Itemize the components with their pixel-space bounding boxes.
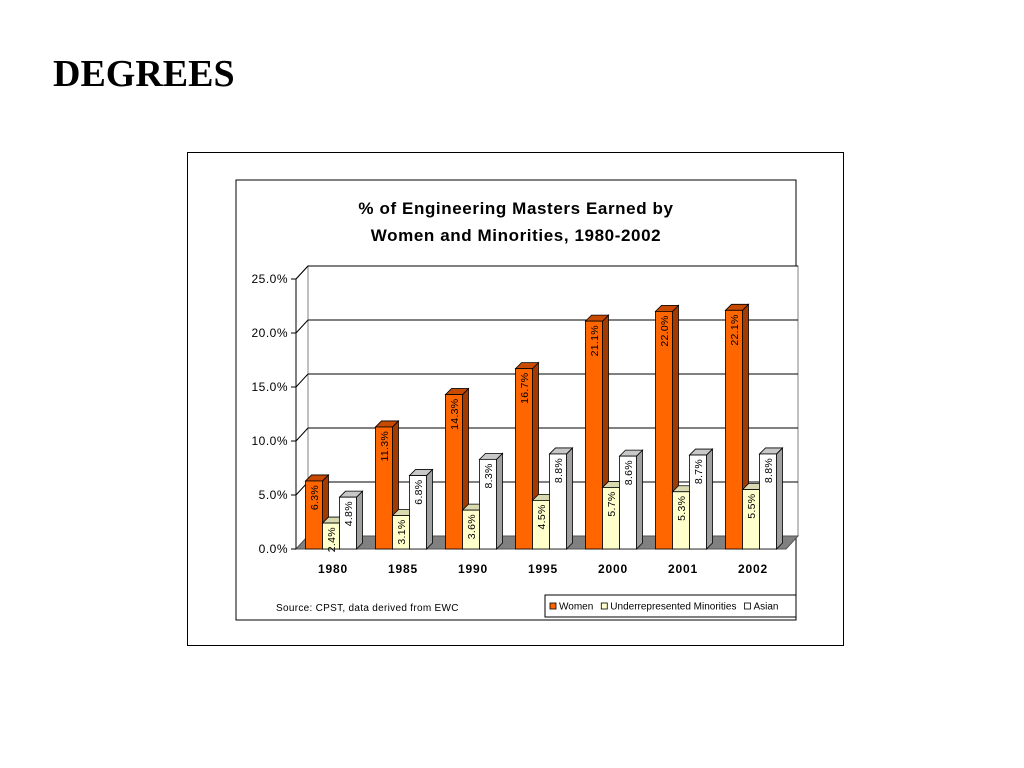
data-label: 5.3% [676,496,688,521]
bar [549,453,567,550]
x-tick-label: 2001 [668,562,698,576]
data-label: 16.7% [519,373,531,404]
data-label: 4.5% [536,504,548,529]
data-label: 21.1% [589,325,601,356]
x-tick-label: 2002 [738,562,768,576]
bar-side [636,449,643,550]
chart-title-line-2: Women and Minorities, 1980-2002 [371,226,661,245]
data-label: 11.3% [379,431,391,462]
data-label: 22.1% [729,314,741,345]
bar [725,309,743,550]
y-tick-label: 0.0% [259,542,288,556]
bar [585,320,603,550]
data-label: 2.4% [326,527,338,552]
x-tick-label: 2000 [598,562,628,576]
y-tick-label: 25.0% [251,272,288,286]
bar [305,480,323,550]
y-tick-label: 20.0% [251,326,288,340]
legend-swatch [600,602,608,610]
bar [409,475,427,550]
data-label: 5.7% [606,491,618,516]
legend-label: Asian [753,602,778,613]
bar [339,496,357,550]
bar [515,368,533,550]
legend: Women Underrepresented Minorities Asian [544,594,797,618]
bar [689,454,707,550]
y-tick-label: 10.0% [251,434,288,448]
chart-title-line-1: % of Engineering Masters Earned by [358,199,673,218]
data-label: 6.8% [413,480,425,505]
x-tick-label: 1980 [318,562,348,576]
legend-frame [544,594,797,618]
bar-side [356,490,363,550]
bar-side [496,452,503,550]
plot-area: 0.0% 5.0% 10.0% 15.0% 20.0% 25.0% 6.3% 2.4% 4.8%… [251,264,800,576]
data-label: 5.5% [746,494,758,519]
bar-side [706,448,713,550]
data-label: 3.1% [396,520,408,545]
bar [619,455,637,550]
legend-swatch [744,602,751,610]
gridline-side [295,427,309,442]
bar [375,426,393,550]
data-label: 8.8% [553,458,565,483]
data-label: 4.8% [343,501,355,526]
data-label: 14.3% [449,399,461,430]
x-tick-label: 1990 [458,562,488,576]
x-tick-label: 1985 [388,562,418,576]
data-label: 8.7% [693,459,705,484]
data-label: 6.3% [309,485,321,510]
y-tick-label: 5.0% [259,488,288,502]
data-label: 22.0% [659,315,671,346]
gridline-side [295,319,309,334]
gridline-side [295,265,309,280]
data-label: 8.6% [623,460,635,485]
bar-side [776,446,783,550]
bar-side [566,446,573,550]
bar [479,458,497,550]
x-tick-label: 1995 [528,562,558,576]
chart-svg: % of Engineering Masters Earned by Women… [235,179,800,621]
data-label: 3.6% [466,514,478,539]
data-label: 8.8% [763,458,775,483]
legend-label: Women [559,602,593,613]
bar [759,453,777,550]
gridline-side [295,373,309,388]
bar [445,394,463,550]
source-note: Source: CPST, data derived from EWC [276,603,459,614]
data-label: 8.3% [483,463,495,488]
chart-outer-frame: % of Engineering Masters Earned by Women… [187,152,844,646]
slide-title: DEGREES [53,53,235,95]
bar [655,310,673,550]
bar-side [426,468,433,550]
legend-label: Underrepresented Minorities [610,602,736,613]
y-tick-label: 15.0% [251,380,288,394]
legend-swatch [549,602,557,610]
